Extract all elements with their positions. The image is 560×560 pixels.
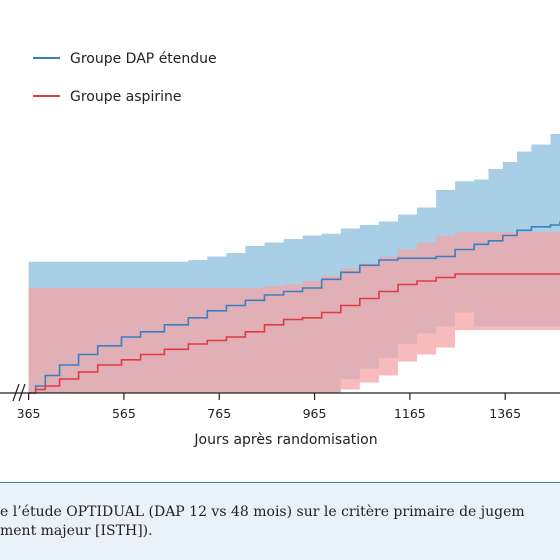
x-tick-label: 365 xyxy=(17,406,41,421)
figure-caption: e l’étude OPTIDUAL (DAP 12 vs 48 mois) s… xyxy=(0,482,560,560)
x-axis-label: Jours après randomisation xyxy=(193,432,377,448)
confidence-bands xyxy=(28,123,560,393)
axis-break-mark xyxy=(12,383,26,402)
caption-line-2: ment majeur [ISTH]). xyxy=(0,523,153,539)
series-line-aspirine xyxy=(28,273,560,394)
x-tick-label: 565 xyxy=(112,406,136,421)
x-tick-label: 965 xyxy=(303,406,327,421)
x-ticks: 365 565 765 965 1165 1365 xyxy=(17,393,521,421)
x-tick-label: 1165 xyxy=(394,406,426,421)
ci-band-aspirine xyxy=(28,232,560,393)
x-axis: 365 565 765 965 1165 1365 Jours après randomi… xyxy=(0,383,560,448)
x-tick-label: 765 xyxy=(207,406,231,421)
legend-label-dap-etendue: Groupe DAP étendue xyxy=(70,51,217,67)
legend-item-dap-etendue: Groupe DAP étendue xyxy=(33,51,217,67)
series-line-dap-etendue xyxy=(28,221,560,394)
x-tick-label: 1365 xyxy=(489,406,521,421)
kaplan-meier-chart: 365 565 765 965 1165 1365 Jours après randomi… xyxy=(0,51,560,448)
legend: Groupe DAP étendue Groupe aspirine xyxy=(33,51,217,105)
legend-item-aspirine: Groupe aspirine xyxy=(33,89,181,105)
caption-line-1: e l’étude OPTIDUAL (DAP 12 vs 48 mois) s… xyxy=(0,504,525,520)
legend-label-aspirine: Groupe aspirine xyxy=(70,89,181,105)
series-lines xyxy=(28,221,560,394)
